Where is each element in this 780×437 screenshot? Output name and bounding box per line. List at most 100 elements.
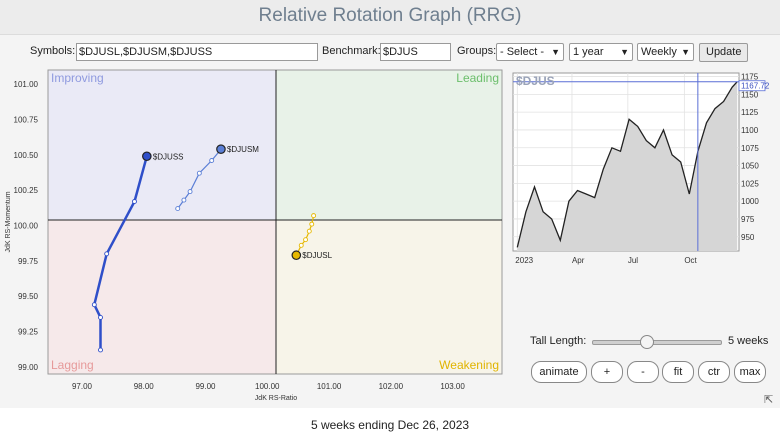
y-tick-label: 101.00 [14, 80, 39, 89]
series-tail-point [175, 206, 181, 212]
benchmark-input[interactable]: $DJUS [380, 43, 451, 61]
groups-label: Groups: [457, 45, 497, 57]
series-tail-point [209, 158, 215, 163]
price-y-ticks: 1175 1150 1125 1100 1075 1050 1025 1000 975 950 [741, 73, 759, 242]
quadrant-label-improving: Improving [51, 71, 104, 85]
y-axis-label: JdK RS-Momentum [5, 191, 12, 252]
last-value-text: 1167.72 [741, 82, 770, 91]
series-tail-point [187, 189, 193, 195]
series-tail-point [311, 213, 317, 219]
expand-icon[interactable]: ⇱ [764, 394, 774, 406]
center-button[interactable]: ctr [698, 361, 730, 383]
price-chart-symbol: $DJUS [516, 74, 555, 88]
tail-length-slider-thumb[interactable] [640, 335, 655, 349]
price-y-tick-label: 950 [741, 233, 755, 242]
quadrant-label-lagging: Lagging [51, 358, 94, 372]
price-y-tick-label: 1000 [741, 197, 759, 206]
benchmark-label: Benchmark: [322, 45, 381, 57]
period-select-value: 1 year [573, 46, 604, 58]
groups-select-value: - Select - [500, 46, 545, 58]
frequency-select[interactable]: Weekly ▼ [637, 43, 694, 61]
quadrant-lagging [48, 220, 276, 374]
quadrant-leading [276, 70, 502, 220]
x-tick-label: 101.00 [317, 382, 342, 391]
series-tail-point [91, 302, 97, 308]
symbols-input[interactable]: $DJUSL,$DJUSM,$DJUSS [76, 43, 318, 61]
chevron-down-icon: ▼ [681, 47, 690, 57]
rrg-series[interactable]: $DJUSS $DJUSM $DJUSL [91, 144, 333, 353]
series-tail-point [303, 237, 309, 243]
price-y-tick-label: 1175 [741, 73, 759, 82]
price-x-tick-label: Oct [684, 256, 697, 265]
fit-button[interactable]: fit [662, 361, 694, 383]
y-tick-label: 99.75 [18, 257, 39, 266]
x-tick-label: 99.00 [195, 382, 216, 391]
quadrant-label-weakening: Weakening [439, 358, 499, 372]
groups-select[interactable]: - Select - ▼ [496, 43, 564, 61]
x-tick-label: 98.00 [134, 382, 155, 391]
zoom-in-button[interactable]: + [591, 361, 623, 383]
series-label: $DJUSM [227, 145, 259, 154]
price-y-tick-label: 1025 [741, 179, 759, 188]
benchmark-price-chart[interactable]: $DJUS 1175 1150 1125 1100 1075 1050 1025 1000 97… [510, 70, 772, 270]
series-head-djusm[interactable] [216, 144, 226, 154]
zoom-out-button[interactable]: - [627, 361, 659, 383]
series-head-djusl[interactable] [291, 250, 302, 261]
x-axis-ticks: 97.00 98.00 99.00 100.00 101.00 102.00 103.00 [72, 382, 465, 391]
y-tick-label: 100.50 [14, 151, 39, 160]
series-tail-point [196, 170, 202, 176]
price-x-tick-label: 2023 [515, 256, 533, 265]
y-tick-label: 99.25 [18, 328, 39, 337]
max-button[interactable]: max [734, 361, 766, 383]
x-tick-label: 100.00 [255, 382, 280, 391]
y-tick-label: 99.50 [18, 292, 39, 301]
animate-button[interactable]: animate [531, 361, 587, 383]
page-title: Relative Rotation Graph (RRG) [258, 5, 522, 26]
period-select[interactable]: 1 year ▼ [569, 43, 633, 61]
tail-length-value: 5 weeks [728, 335, 769, 347]
x-tick-label: 103.00 [440, 382, 465, 391]
chevron-down-icon: ▼ [551, 47, 560, 57]
tail-length-slider[interactable] [592, 335, 722, 349]
title-bar: Relative Rotation Graph (RRG) [0, 0, 780, 34]
series-tail-point [309, 221, 315, 227]
quadrant-improving [48, 70, 276, 220]
rrg-panel: Symbols: $DJUSL,$DJUSM,$DJUSS Benchmark:… [0, 34, 780, 408]
rrg-chart[interactable]: Improving Leading Lagging Weakening 101.… [0, 67, 510, 407]
last-value-badge [738, 80, 766, 92]
frequency-select-value: Weekly [641, 46, 677, 58]
series-label: $DJUSS [153, 152, 184, 161]
price-y-tick-label: 1050 [741, 162, 759, 171]
series-tail-point [298, 242, 304, 248]
series-tail-point [98, 347, 103, 353]
series-tail-djuss [93, 155, 149, 350]
y-axis-ticks: 101.00 100.75 100.50 100.25 100.00 99.75 99.50… [14, 80, 39, 372]
series-label: $DJUSL [302, 251, 332, 260]
y-tick-label: 100.75 [14, 115, 39, 124]
series-tail-point [98, 314, 103, 320]
series-tail-point [181, 197, 187, 203]
price-x-tick-label: Apr [572, 256, 585, 265]
plot-border [47, 69, 503, 375]
update-button[interactable]: Update [699, 43, 749, 62]
series-head-djuss[interactable] [142, 151, 152, 162]
y-tick-label: 100.00 [14, 222, 39, 231]
x-tick-label: 97.00 [72, 382, 93, 391]
price-area-fill [517, 81, 738, 251]
chevron-down-icon: ▼ [620, 47, 629, 57]
price-line [516, 81, 738, 248]
x-axis-label: JdK RS-Ratio [255, 395, 298, 402]
series-tail-point [104, 251, 110, 257]
symbols-label: Symbols: [30, 45, 76, 57]
tail-length-label: Tall Length: [530, 335, 587, 347]
price-x-ticks: 2023 Apr Jul Oct [515, 256, 697, 265]
price-y-tick-label: 1125 [741, 108, 759, 117]
series-tail-point [132, 199, 137, 204]
series-tail-point [306, 228, 312, 234]
price-x-tick-label: Jul [628, 256, 638, 265]
quadrant-label-leading: Leading [456, 71, 499, 85]
footer-caption: 5 weeks ending Dec 26, 2023 [310, 418, 470, 432]
price-y-tick-label: 1100 [741, 126, 759, 135]
price-y-tick-label: 1075 [741, 144, 759, 153]
x-tick-label: 102.00 [379, 382, 404, 391]
